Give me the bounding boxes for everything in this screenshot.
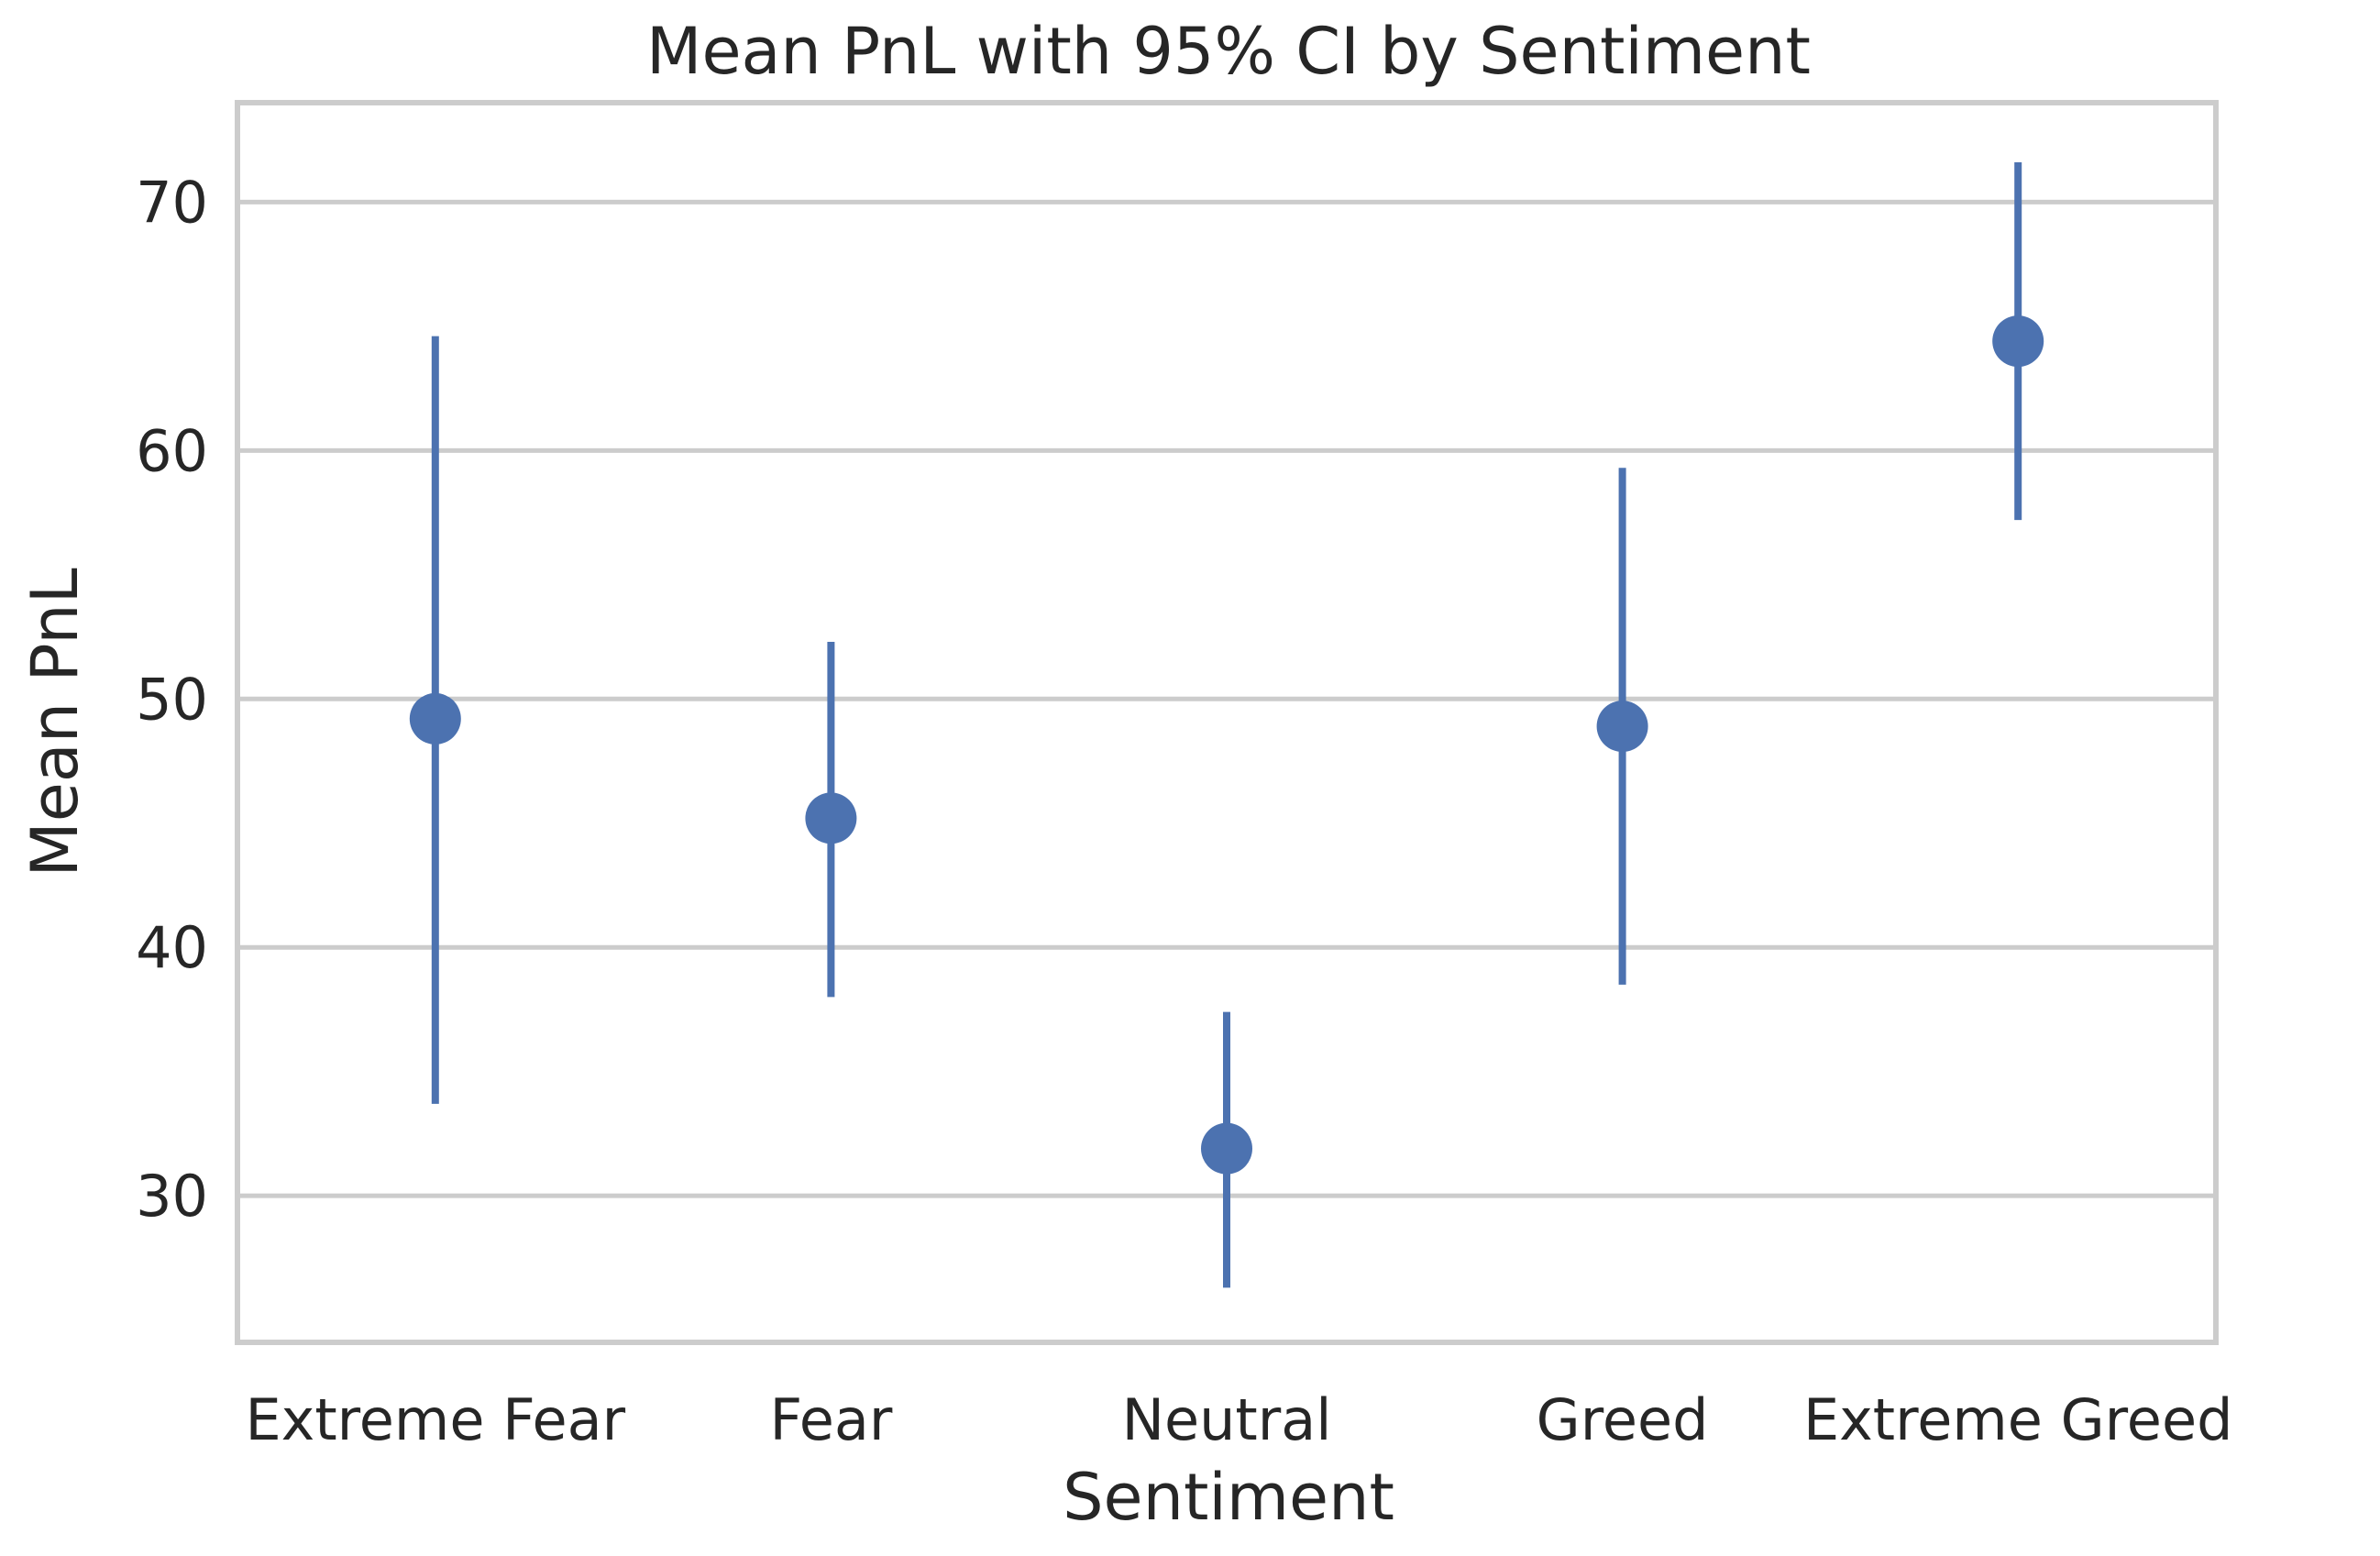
error-bars [431,162,2022,1288]
y-tick-label-30: 30 [136,1163,208,1230]
y-axis-label: Mean PnL [17,568,93,877]
mean-point-extreme-greed [1992,315,2044,368]
y-tick-label-40: 40 [136,914,208,981]
grid-lines [237,199,2216,1198]
plot-frame [235,100,2219,1345]
mean-point-extreme-fear [409,692,461,745]
x-tick-label-fear: Fear [769,1386,892,1453]
x-tick-label-extreme-greed: Extreme Greed [1803,1386,2233,1453]
y-tick-label-60: 60 [136,417,208,484]
chart-title: Mean PnL with 95% CI by Sentiment [646,14,1811,89]
x-tick-labels: Extreme Fear Fear Neutral Greed Extreme Gree… [245,1386,2232,1453]
mean-point-greed [1596,701,1648,753]
x-tick-label-extreme-fear: Extreme Fear [245,1386,625,1453]
mean-point-fear [805,792,857,844]
data-points [409,315,2044,1175]
y-tick-label-50: 50 [136,666,208,733]
x-tick-label-greed: Greed [1537,1386,1709,1453]
mean-point-neutral [1201,1122,1252,1175]
y-tick-labels: 30 40 50 60 70 [136,169,208,1230]
x-tick-label-neutral: Neutral [1122,1386,1332,1453]
y-tick-label-70: 70 [136,169,208,236]
x-axis-label: Sentiment [1063,1460,1394,1535]
